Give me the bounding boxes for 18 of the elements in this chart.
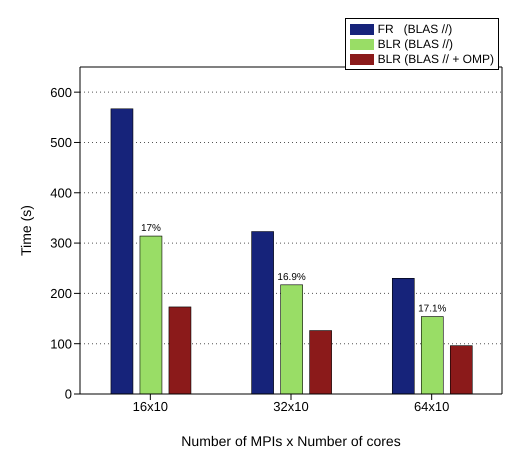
y-tick-label: 600 [50,84,72,100]
legend-label: FR (BLAS //) [378,22,452,36]
y-axis-title: Time (s) [18,205,34,256]
y-tick-label: 400 [50,185,72,200]
x-tick-label: 16x10 [132,399,168,414]
x-axis-title: Number of MPIs x Number of cores [181,433,401,449]
y-tick-label: 0 [64,386,72,402]
y-tick-label: 200 [50,286,72,301]
y-tick-label: 500 [50,135,72,150]
annotation: 17.1% [418,304,447,315]
y-tick-label: 300 [50,236,72,251]
annotation: 17% [140,223,162,234]
y-tick-label: 100 [50,336,72,352]
legend-label: BLR (BLAS // + OMP) [378,52,494,66]
x-tick-label: 32x10 [273,399,309,414]
annotation: 16.9% [277,272,306,283]
legend-label: BLR (BLAS //) [378,37,453,51]
x-tick-label: 64x10 [414,399,450,414]
